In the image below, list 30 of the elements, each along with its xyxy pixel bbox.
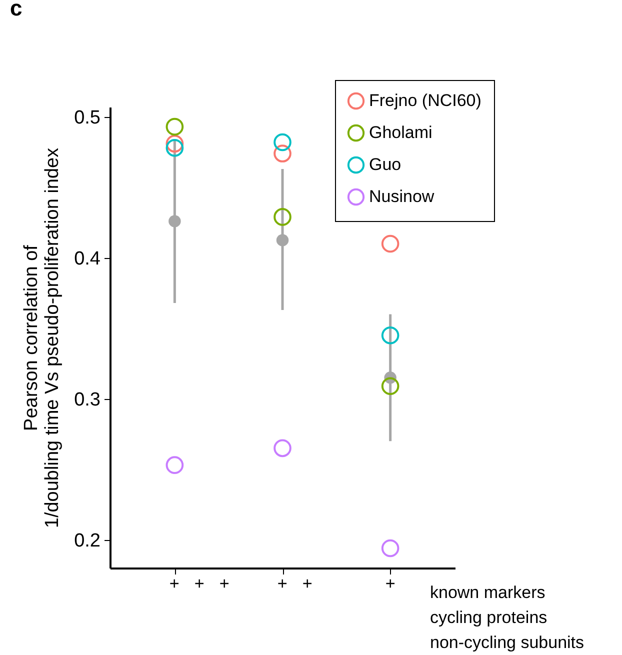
point [166, 118, 184, 136]
legend-label: Frejno (NCI60) [369, 91, 482, 110]
point [168, 215, 181, 228]
point [166, 134, 184, 153]
legend-label: Nusinow [369, 187, 435, 206]
y-tick-label: 0.3 [74, 389, 100, 410]
point [274, 439, 292, 458]
legend-label: Guo [369, 155, 402, 174]
chart-title: c [10, 0, 22, 20]
x-tick-label: + + + [165, 578, 234, 588]
point [381, 326, 400, 344]
point [381, 377, 400, 396]
point [274, 133, 292, 152]
point [166, 456, 184, 474]
x-tick-label: + + [273, 578, 317, 588]
y-tick-label: 0.5 [74, 107, 100, 128]
point [274, 144, 292, 162]
y-axis-title: Pearson correlation of 1/doubling time Vs pseudo-proliferation index [21, 147, 64, 528]
point [381, 234, 400, 253]
text: cycling proteins [430, 608, 548, 627]
text: non-cycling subunits [430, 633, 584, 652]
y-tick-label: 0.4 [74, 248, 101, 270]
point [166, 138, 184, 157]
y-tick-label: 0.2 [74, 530, 100, 552]
point [276, 234, 289, 246]
legend-label: Gholami [369, 123, 432, 142]
text: known markers [430, 583, 546, 602]
x-tick-label: + [380, 578, 400, 588]
point [381, 539, 400, 558]
point [274, 208, 292, 226]
